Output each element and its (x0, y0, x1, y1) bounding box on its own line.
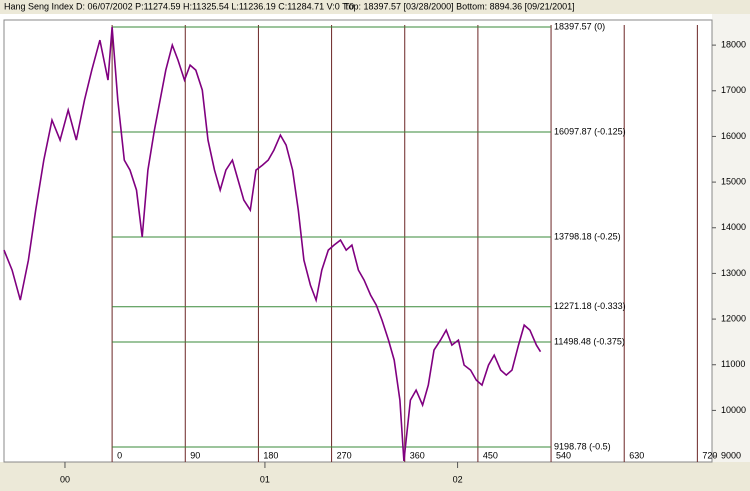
level-label: 13798.18 (-0.25) (554, 231, 621, 241)
x-axis-strip (0, 462, 750, 491)
level-label: 12271.18 (-0.333) (554, 301, 626, 311)
x-tick-label: 540 (556, 450, 571, 460)
y-tick-label: 10000 (721, 405, 746, 415)
y-tick-label: 17000 (721, 85, 746, 95)
y-tick-label: 11000 (721, 359, 745, 369)
y-tick-label: 15000 (721, 176, 746, 186)
header-bar (0, 0, 750, 14)
y-tick-label: 9000 (721, 450, 741, 460)
y-tick-label: 13000 (721, 268, 746, 278)
level-label: 18397.57 (0) (554, 21, 605, 31)
date-tick-label: 02 (453, 474, 463, 484)
date-tick-label: 00 (60, 474, 70, 484)
level-label: 16097.87 (-0.125) (554, 126, 626, 136)
chart-subtitle: Top: 18397.57 [03/28/2000] Bottom: 8894.… (344, 1, 575, 11)
level-label: 11498.48 (-0.375) (554, 336, 625, 346)
x-tick-label: 270 (337, 450, 352, 460)
price-line (3, 26, 542, 461)
chart-title: Hang Seng Index D: 06/07/2002 P:11274.59… (4, 1, 354, 11)
x-tick-label: 90 (190, 450, 200, 460)
y-axis-strip (712, 14, 750, 462)
y-tick-label: 12000 (721, 313, 746, 323)
date-tick-label: 01 (260, 474, 270, 484)
x-tick-label: 630 (629, 450, 644, 460)
plot-border (3, 19, 713, 463)
x-tick-label: 450 (483, 450, 498, 460)
level-label: 9198.78 (-0.5) (554, 441, 611, 451)
y-tick-label: 18000 (721, 39, 746, 49)
x-tick-label: 720 (702, 450, 717, 460)
x-tick-label: 360 (410, 450, 425, 460)
y-tick-label: 14000 (721, 222, 746, 232)
x-tick-label: 180 (263, 450, 278, 460)
y-tick-label: 16000 (721, 131, 746, 141)
x-tick-label: 0 (117, 450, 122, 460)
